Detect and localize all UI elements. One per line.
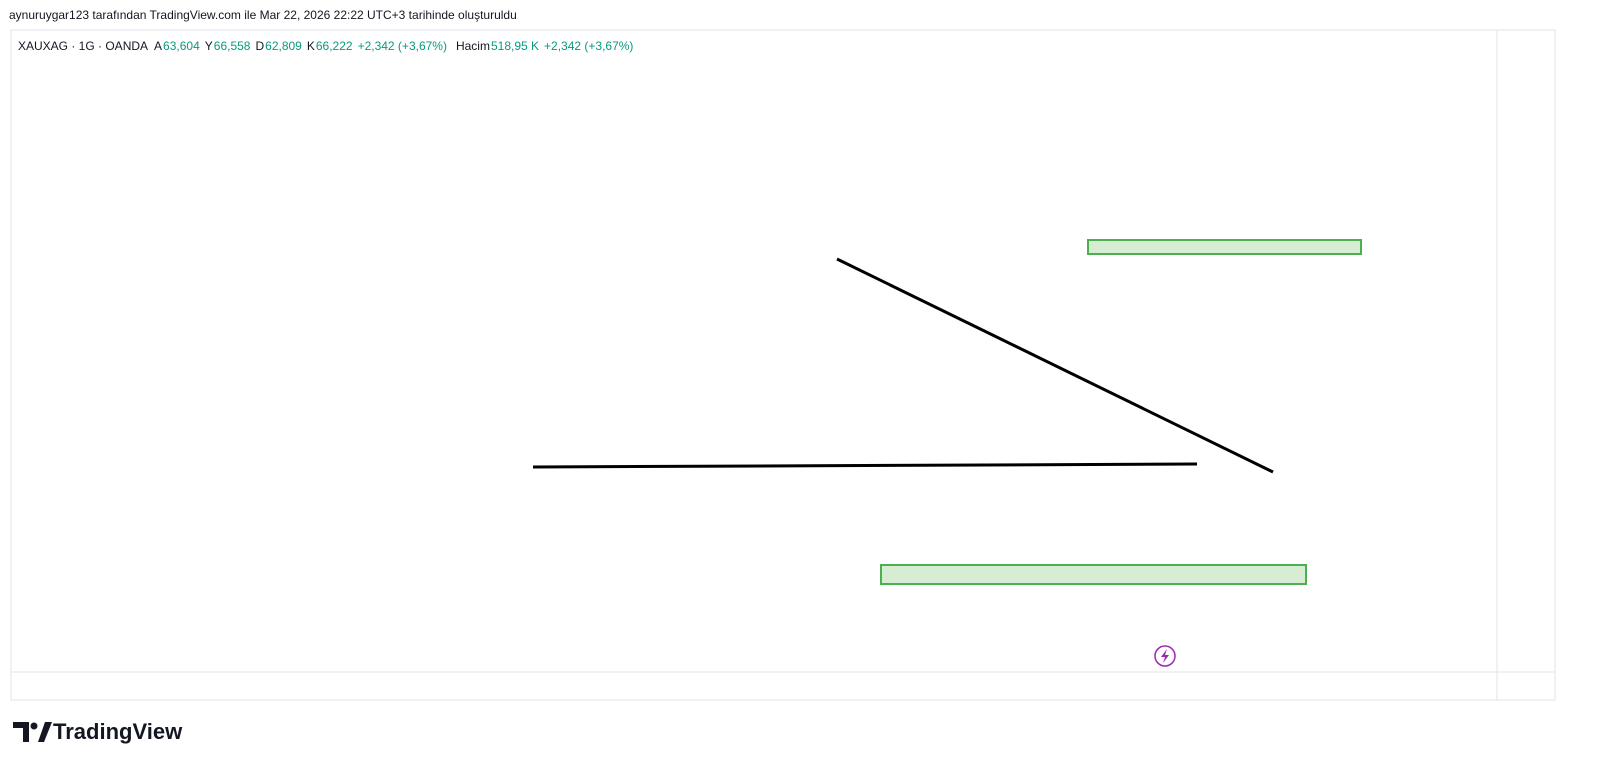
volume: 518,95 K <box>490 39 540 53</box>
legend: XAUXAG · 1G · OANDA A63,604 Y66,558 D62,809… <box>18 39 638 53</box>
tradingview-logo <box>13 722 52 742</box>
legend-key: A <box>154 39 163 53</box>
brand: TradingView <box>53 719 183 744</box>
caption: aynuruygar123 tarafından TradingView.com… <box>9 8 517 22</box>
volume-change: +2,342 (+3,67%) <box>544 39 634 53</box>
legend-key: K <box>306 39 315 53</box>
legend-value: 62,809 <box>265 39 302 53</box>
alert-icon[interactable] <box>1154 645 1176 667</box>
change: +2,342 (+3,67%) <box>357 39 447 53</box>
legend-value: 63,604 <box>163 39 200 53</box>
symbol: XAUXAG · 1G · OANDA <box>18 39 149 53</box>
target-box <box>880 564 1307 585</box>
legend-value: 66,222 <box>315 39 353 53</box>
volume-key: Hacim <box>455 39 490 53</box>
target-box <box>1087 239 1362 255</box>
trend-line <box>836 257 1274 474</box>
legend-key: D <box>255 39 265 53</box>
chart-frame <box>10 29 1556 701</box>
legend-value: 66,558 <box>213 39 251 53</box>
legend-key: Y <box>204 39 213 53</box>
trend-line <box>532 462 1198 469</box>
